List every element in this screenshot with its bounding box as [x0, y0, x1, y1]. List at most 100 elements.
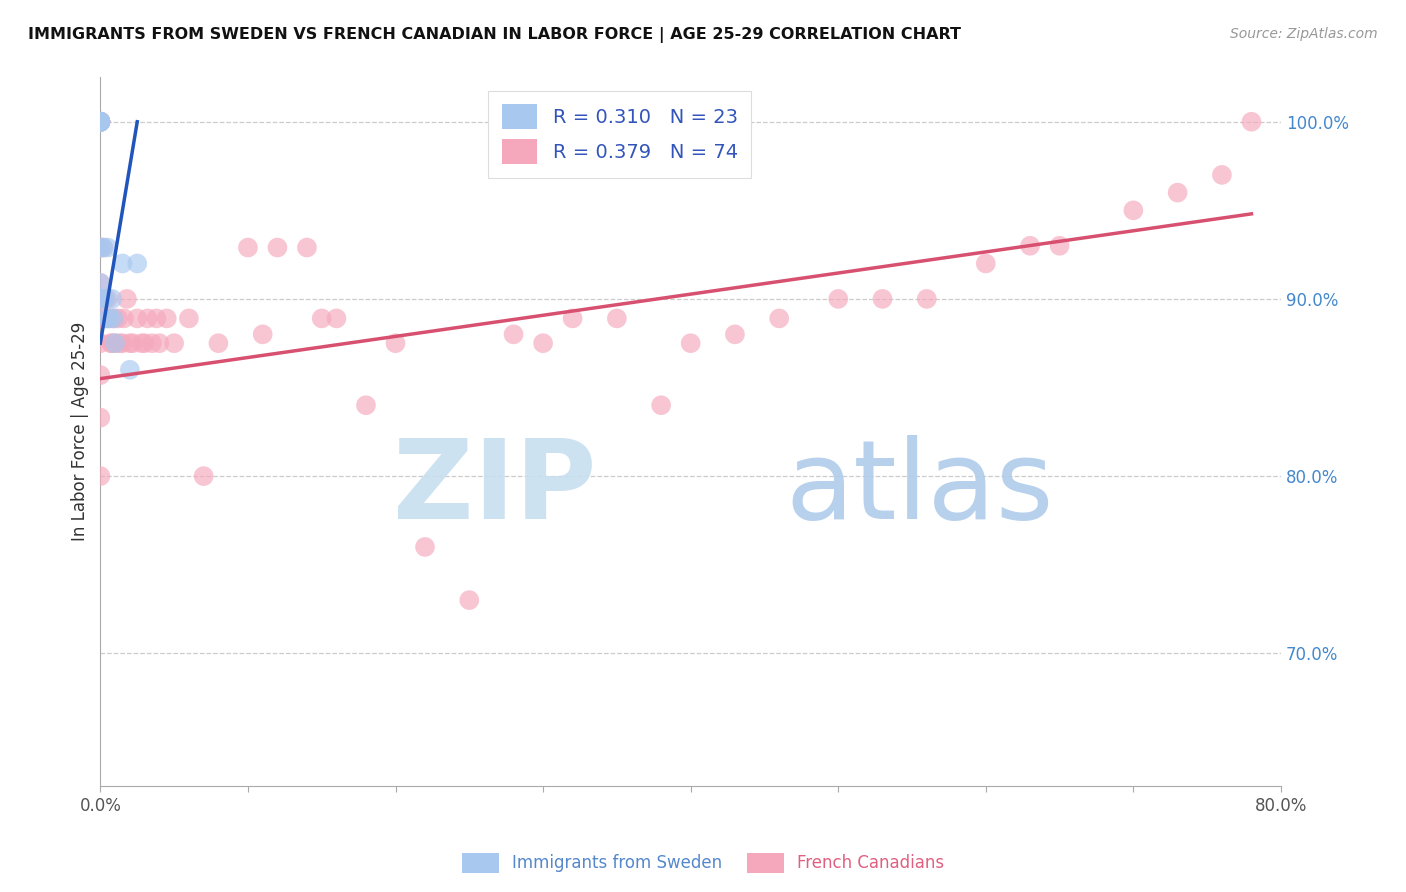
- Point: [295, 240, 318, 254]
- Point: [1211, 168, 1233, 182]
- Point: [89, 114, 111, 128]
- Point: [384, 336, 406, 351]
- Point: [94, 292, 117, 306]
- Point: [101, 336, 124, 351]
- Point: [266, 240, 288, 254]
- Point: [177, 311, 200, 326]
- Point: [127, 256, 149, 270]
- Point: [89, 292, 111, 306]
- Point: [104, 336, 127, 351]
- Point: [156, 311, 179, 326]
- Point: [103, 311, 125, 326]
- Point: [108, 336, 131, 351]
- Point: [89, 410, 111, 425]
- Point: [104, 336, 127, 351]
- Point: [1122, 203, 1144, 218]
- Point: [103, 311, 125, 326]
- Point: [872, 292, 894, 306]
- Point: [89, 114, 111, 128]
- Point: [89, 469, 111, 483]
- Point: [1019, 239, 1042, 253]
- Point: [89, 368, 111, 383]
- Point: [1049, 239, 1071, 253]
- Point: [115, 292, 138, 306]
- Point: [111, 336, 134, 351]
- Point: [96, 311, 118, 326]
- Point: [89, 114, 111, 128]
- Point: [679, 336, 702, 351]
- Point: [111, 256, 134, 270]
- Point: [98, 311, 121, 326]
- Point: [98, 311, 121, 326]
- Point: [131, 336, 153, 351]
- Point: [89, 276, 111, 290]
- Point: [89, 336, 111, 351]
- Point: [89, 114, 111, 128]
- Point: [118, 363, 141, 377]
- Point: [207, 336, 229, 351]
- Point: [89, 276, 111, 290]
- Point: [89, 114, 111, 128]
- Point: [89, 114, 111, 128]
- Point: [768, 311, 790, 326]
- Point: [650, 398, 672, 412]
- Point: [148, 336, 170, 351]
- Point: [89, 311, 111, 326]
- Text: ZIP: ZIP: [392, 435, 596, 542]
- Point: [107, 311, 129, 326]
- Point: [561, 311, 583, 326]
- Text: IMMIGRANTS FROM SWEDEN VS FRENCH CANADIAN IN LABOR FORCE | AGE 25-29 CORRELATION: IMMIGRANTS FROM SWEDEN VS FRENCH CANADIA…: [28, 27, 962, 43]
- Point: [531, 336, 554, 351]
- Point: [89, 114, 111, 128]
- Point: [311, 311, 333, 326]
- Point: [97, 292, 120, 306]
- Point: [974, 256, 997, 270]
- Point: [458, 593, 481, 607]
- Point: [236, 240, 259, 254]
- Legend: R = 0.310   N = 23, R = 0.379   N = 74: R = 0.310 N = 23, R = 0.379 N = 74: [488, 91, 751, 178]
- Point: [89, 114, 111, 128]
- Point: [145, 311, 167, 326]
- Point: [134, 336, 156, 351]
- Point: [91, 240, 114, 254]
- Point: [325, 311, 347, 326]
- Legend: Immigrants from Sweden, French Canadians: Immigrants from Sweden, French Canadians: [456, 847, 950, 880]
- Point: [89, 114, 111, 128]
- Point: [413, 540, 436, 554]
- Point: [354, 398, 377, 412]
- Point: [91, 240, 114, 254]
- Point: [94, 292, 117, 306]
- Point: [89, 114, 111, 128]
- Point: [89, 292, 111, 306]
- Point: [252, 327, 274, 342]
- Point: [89, 114, 111, 128]
- Point: [89, 114, 111, 128]
- Point: [136, 311, 159, 326]
- Point: [89, 114, 111, 128]
- Point: [606, 311, 628, 326]
- Point: [502, 327, 524, 342]
- Point: [89, 240, 111, 254]
- Point: [101, 292, 124, 306]
- Point: [89, 114, 111, 128]
- Point: [127, 311, 149, 326]
- Y-axis label: In Labor Force | Age 25-29: In Labor Force | Age 25-29: [72, 322, 89, 541]
- Point: [100, 336, 122, 351]
- Point: [1167, 186, 1189, 200]
- Point: [96, 311, 118, 326]
- Point: [112, 311, 135, 326]
- Text: Source: ZipAtlas.com: Source: ZipAtlas.com: [1230, 27, 1378, 41]
- Point: [89, 114, 111, 128]
- Point: [89, 114, 111, 128]
- Point: [118, 336, 141, 351]
- Point: [97, 240, 120, 254]
- Point: [915, 292, 938, 306]
- Point: [89, 240, 111, 254]
- Point: [724, 327, 747, 342]
- Point: [91, 292, 114, 306]
- Text: atlas: atlas: [785, 435, 1053, 542]
- Point: [193, 469, 215, 483]
- Point: [827, 292, 849, 306]
- Point: [1240, 114, 1263, 128]
- Point: [163, 336, 186, 351]
